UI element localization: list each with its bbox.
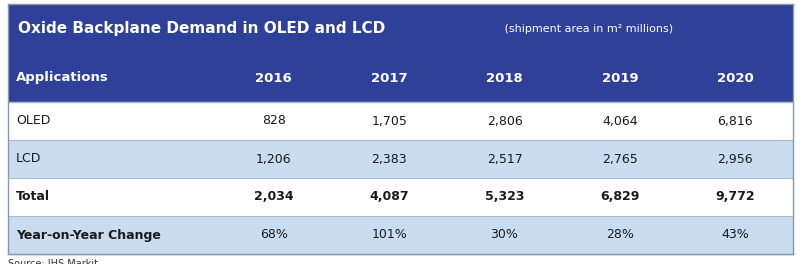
- Text: 43%: 43%: [722, 229, 749, 242]
- Text: 2,806: 2,806: [487, 115, 522, 128]
- Text: 30%: 30%: [490, 229, 518, 242]
- Text: 9,772: 9,772: [715, 191, 755, 204]
- Text: 2,517: 2,517: [487, 153, 522, 166]
- Text: 2019: 2019: [602, 72, 638, 84]
- Text: 6,816: 6,816: [718, 115, 753, 128]
- Text: LCD: LCD: [16, 153, 42, 166]
- Text: Applications: Applications: [16, 72, 109, 84]
- Text: 2020: 2020: [717, 72, 754, 84]
- Text: 2,383: 2,383: [372, 153, 407, 166]
- Text: OLED: OLED: [16, 115, 50, 128]
- Text: Year-on-Year Change: Year-on-Year Change: [16, 229, 161, 242]
- Text: 2,765: 2,765: [602, 153, 638, 166]
- Text: 2016: 2016: [256, 72, 292, 84]
- Text: Source: IHS Markit: Source: IHS Markit: [8, 259, 98, 264]
- Text: 4,064: 4,064: [602, 115, 638, 128]
- Text: 2,956: 2,956: [718, 153, 753, 166]
- Text: 28%: 28%: [606, 229, 634, 242]
- Text: 5,323: 5,323: [485, 191, 525, 204]
- Text: 2,034: 2,034: [254, 191, 293, 204]
- Text: 2017: 2017: [371, 72, 408, 84]
- Text: 101%: 101%: [371, 229, 407, 242]
- Text: 68%: 68%: [260, 229, 288, 242]
- Text: 1,705: 1,705: [371, 115, 407, 128]
- Text: 828: 828: [262, 115, 286, 128]
- Text: (shipment area in m² millions): (shipment area in m² millions): [501, 24, 673, 34]
- Text: 1,206: 1,206: [256, 153, 292, 166]
- Text: 2018: 2018: [486, 72, 523, 84]
- Text: Total: Total: [16, 191, 50, 204]
- Text: 4,087: 4,087: [369, 191, 409, 204]
- Text: 6,829: 6,829: [600, 191, 639, 204]
- Text: Oxide Backplane Demand in OLED and LCD: Oxide Backplane Demand in OLED and LCD: [18, 21, 385, 36]
